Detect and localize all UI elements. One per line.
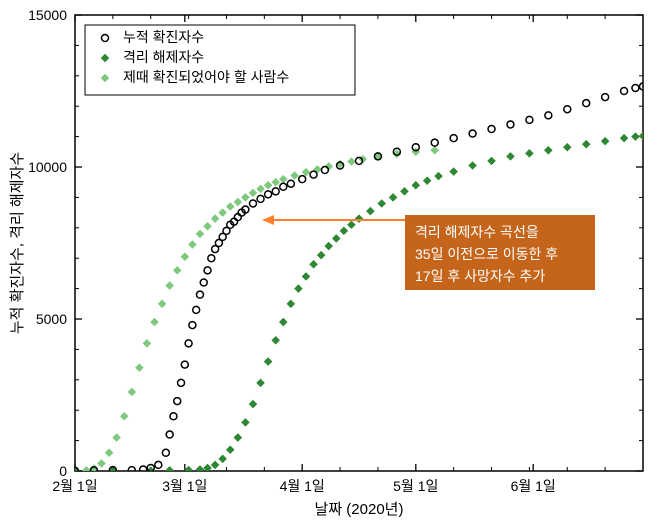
x-tick-label: 6월 1일	[511, 478, 556, 494]
y-tick-label: 5000	[36, 311, 67, 327]
y-axis-label: 누적 확진자수, 격리 해제자수	[9, 152, 26, 334]
epidemic-curve-chart: 0 5000 10000 15000 2월 1일 3월 1일 4월 1일 5월 1일 6월 1일…	[0, 0, 658, 526]
annotation-text-line: 35일 이전으로 이동한 후	[415, 246, 558, 262]
annotation-text-line: 격리 해제자수 곡선을	[415, 224, 539, 240]
x-axis-label: 날짜 (2020년)	[315, 501, 404, 518]
annotation-arrow	[262, 215, 405, 225]
chart-container: 0 5000 10000 15000 2월 1일 3월 1일 4월 1일 5월 1일 6월 1일…	[0, 0, 658, 526]
series-2	[71, 146, 439, 475]
x-tick-label: 5월 1일	[393, 478, 438, 494]
y-tick-label: 0	[59, 463, 67, 479]
legend-label: 제때 확진되었어야 할 사람수	[123, 69, 289, 85]
y-tick-label: 10000	[28, 159, 67, 175]
legend-label: 누적 확진자수	[123, 29, 204, 45]
y-tick-label: 15000	[28, 7, 67, 23]
x-tick-label: 4월 1일	[280, 478, 325, 494]
legend-label: 격리 해제자수	[123, 49, 204, 65]
x-tick-label: 3월 1일	[162, 478, 207, 494]
annotation-text-line: 17일 후 사망자수 추가	[415, 268, 545, 284]
x-tick-label: 2월 1일	[52, 478, 97, 494]
series-1	[71, 132, 647, 475]
